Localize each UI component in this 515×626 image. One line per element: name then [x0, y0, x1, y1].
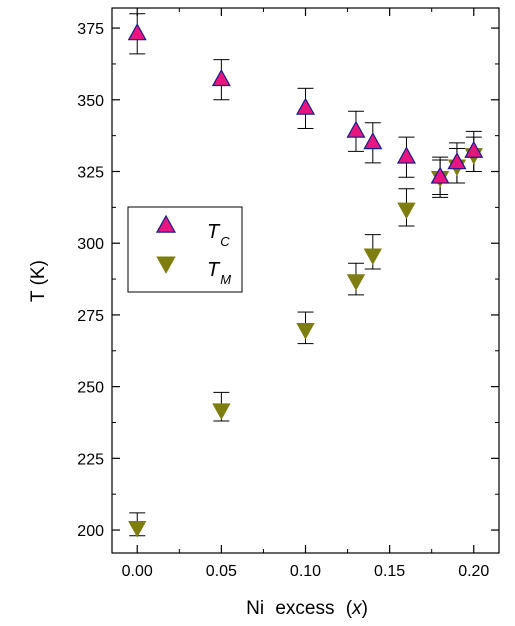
tm-marker — [397, 202, 416, 220]
x-axis-title-main: Ni excess — [246, 598, 334, 619]
tc-marker — [211, 68, 231, 87]
x-axis-title-variable: x — [351, 598, 363, 619]
y-tick-label: 325 — [77, 165, 104, 182]
tc-marker — [295, 97, 316, 115]
tc-marker — [396, 146, 416, 164]
tm-marker — [128, 520, 147, 538]
tc-marker — [363, 132, 383, 150]
legend-marker-tc — [155, 214, 177, 233]
legend-label-tc-sub: C — [220, 234, 230, 249]
tc-marker — [127, 23, 147, 41]
tc-marker — [346, 120, 366, 138]
y-tick-label: 300 — [77, 236, 104, 253]
tm-marker — [346, 274, 366, 291]
tm-marker — [296, 323, 315, 340]
tm-marker — [212, 403, 231, 420]
tc-marker — [447, 152, 467, 170]
x-tick-label: 0.20 — [458, 563, 489, 580]
legend: TC TM — [127, 206, 243, 293]
legend-label-tc-base: T — [207, 221, 221, 243]
y-axis-title: T (K) — [28, 260, 49, 302]
axes-layer: 200 225 250 275 300 325 350 375 0.00 0.05 0.10 0.15… — [77, 8, 499, 580]
x-tick-label: 0.00 — [122, 563, 153, 580]
x-axis-title: Ni excess (x) — [246, 598, 368, 619]
x-tick-label: 0.10 — [290, 563, 321, 580]
legend-label-tc: TC — [207, 221, 230, 249]
tc-marker — [430, 166, 450, 184]
y-tick-label: 275 — [77, 308, 104, 325]
x-tick-label: 0.15 — [374, 563, 405, 580]
legend-box — [127, 206, 243, 293]
y-tick-label: 225 — [77, 451, 104, 468]
tc-marker — [464, 140, 484, 158]
y-tick-label: 350 — [77, 93, 104, 110]
y-tick-label: 250 — [77, 380, 104, 397]
legend-label-tm: TM — [207, 259, 231, 287]
markers-layer — [127, 23, 484, 538]
legend-label-tm-sub: M — [220, 272, 231, 287]
tm-marker — [363, 248, 382, 265]
legend-label-tm-base: T — [207, 259, 221, 281]
legend-marker-tm — [156, 256, 176, 274]
y-tick-label: 375 — [77, 21, 104, 38]
y-tick-label: 200 — [77, 523, 104, 540]
x-tick-label: 0.05 — [206, 563, 237, 580]
